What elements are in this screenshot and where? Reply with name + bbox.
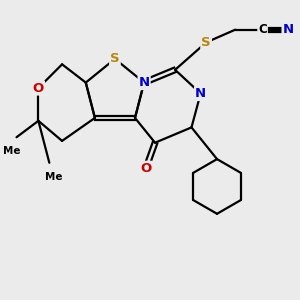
Text: C: C: [258, 23, 267, 36]
Text: N: N: [195, 87, 206, 100]
Text: N: N: [283, 23, 294, 36]
Text: O: O: [33, 82, 44, 94]
Text: S: S: [201, 36, 211, 49]
Text: S: S: [110, 52, 120, 65]
Text: N: N: [139, 76, 150, 89]
Text: Me: Me: [45, 172, 62, 182]
Text: O: O: [140, 162, 152, 175]
Text: Me: Me: [3, 146, 21, 156]
